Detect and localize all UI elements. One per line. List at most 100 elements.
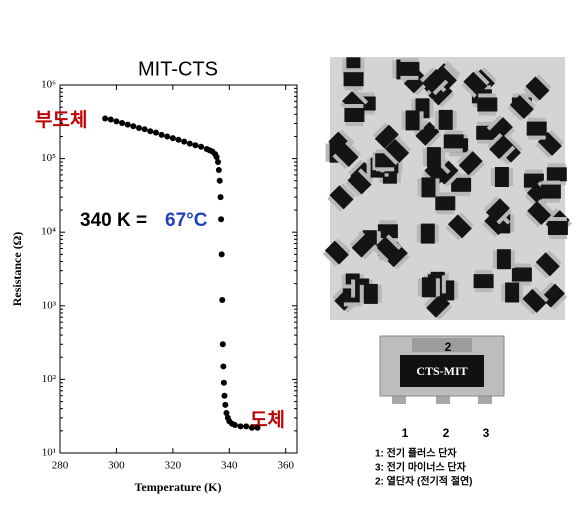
- chip: [344, 104, 365, 126]
- chip: [547, 217, 568, 239]
- annotation: 67°C: [165, 210, 208, 231]
- chip: [322, 238, 352, 267]
- chip-body: [535, 252, 560, 277]
- chip-body: [377, 224, 398, 239]
- y-tick-label: 10³: [42, 299, 57, 311]
- chip: [332, 140, 361, 170]
- plot-frame: [59, 84, 298, 454]
- chip-body: [363, 283, 378, 304]
- y-tick-label: 10⁶: [41, 79, 56, 91]
- chip-body: [525, 76, 550, 101]
- body-label: CTS-MIT: [416, 364, 467, 378]
- data-point: [243, 423, 250, 430]
- data-point: [136, 125, 142, 132]
- y-tick-label: 10¹: [42, 447, 56, 459]
- data-point: [102, 115, 109, 122]
- chip-body: [385, 138, 410, 163]
- chip: [445, 212, 475, 241]
- chart-title: MIT-CTS: [138, 58, 218, 80]
- chip-body: [489, 135, 514, 160]
- chip-body: [484, 211, 509, 236]
- chip: [399, 57, 420, 80]
- pin-label: 2: [445, 340, 452, 354]
- chip-body: [426, 293, 451, 318]
- data-point: [107, 116, 114, 123]
- body: [400, 355, 484, 387]
- x-tick-label: 360: [277, 460, 294, 472]
- chip: [359, 283, 382, 304]
- y-tick-label: 10²: [42, 373, 57, 385]
- data-point: [147, 128, 154, 135]
- data-point: [219, 341, 226, 348]
- chip: [487, 132, 516, 162]
- data-point: [175, 136, 182, 143]
- data-point: [192, 142, 199, 149]
- x-axis-label: Temperature (K): [135, 480, 222, 494]
- chip: [416, 223, 439, 244]
- data-point: [169, 135, 176, 142]
- chip-body: [477, 97, 498, 112]
- data-point: [219, 296, 226, 303]
- chip-body: [399, 61, 420, 76]
- pin-label: 1: [402, 426, 409, 440]
- chip-body: [494, 167, 509, 187]
- chip: [417, 277, 440, 298]
- pin-label: 3: [483, 426, 490, 440]
- data-point: [220, 363, 227, 370]
- chip: [490, 167, 513, 187]
- x-tick-label: 320: [165, 460, 182, 472]
- chip: [456, 149, 485, 178]
- chip-body: [324, 240, 349, 265]
- chip: [423, 291, 453, 320]
- legend-entry: 2: 열단자 (전기적 절연): [375, 475, 473, 488]
- chip-body: [540, 184, 561, 199]
- data-point: [217, 194, 224, 201]
- data-point: [221, 392, 228, 399]
- chip-body: [547, 221, 568, 235]
- legend-entry: 1: 전기 플러스 단자: [375, 447, 457, 460]
- chip-body: [509, 94, 534, 120]
- chip-body: [463, 71, 488, 96]
- x-tick-label: 340: [221, 460, 238, 472]
- chip-body: [458, 151, 483, 176]
- data-point: [237, 423, 244, 430]
- data-point: [222, 401, 229, 408]
- annotation: 340 K =: [80, 210, 147, 231]
- data-point: [213, 154, 220, 161]
- chip: [492, 249, 515, 270]
- chip: [434, 109, 457, 130]
- chip-body: [351, 233, 376, 258]
- chip-body: [383, 243, 408, 268]
- pin-label: 2: [443, 426, 450, 440]
- data-point: [124, 121, 131, 128]
- chip-body: [415, 121, 440, 146]
- chip-body: [329, 185, 354, 210]
- data-point: [119, 119, 126, 126]
- chip-body: [447, 214, 472, 239]
- data-point: [113, 118, 120, 125]
- y-tick-label: 10⁴: [41, 226, 56, 238]
- chip-body: [443, 134, 464, 149]
- chip: [377, 220, 398, 243]
- chip-body: [343, 72, 364, 87]
- chip: [417, 177, 440, 198]
- annotation: 부도체: [35, 109, 87, 131]
- chip: [327, 183, 356, 212]
- chip: [451, 173, 472, 196]
- x-tick-label: 280: [52, 460, 69, 472]
- chip: [540, 180, 561, 203]
- chip-body: [505, 282, 520, 303]
- chip-body: [540, 283, 565, 308]
- chip: [422, 147, 445, 168]
- y-tick-label: 10⁵: [41, 152, 56, 164]
- chip-body: [347, 170, 372, 195]
- chip: [520, 286, 549, 316]
- photo: [322, 57, 572, 320]
- chip: [511, 263, 532, 286]
- chip: [382, 136, 412, 166]
- chip: [349, 231, 378, 260]
- chip: [483, 196, 513, 225]
- chip-body: [511, 267, 532, 282]
- chip: [401, 110, 424, 131]
